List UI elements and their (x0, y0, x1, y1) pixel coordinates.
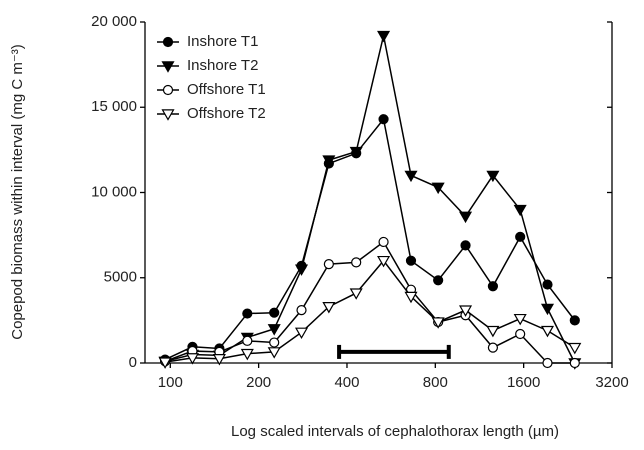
x-tick-label: 1600 (507, 374, 540, 391)
x-tick-label: 200 (246, 374, 271, 391)
data-point (542, 279, 553, 290)
data-point (296, 305, 307, 316)
data-point (267, 347, 281, 359)
data-point (542, 357, 553, 369)
series (158, 255, 582, 369)
series-line (164, 117, 576, 361)
data-point (486, 170, 500, 183)
data-point (487, 281, 499, 292)
data-point (460, 240, 471, 251)
series-line (164, 240, 575, 364)
data-point (486, 325, 500, 338)
data-point (540, 303, 555, 316)
series (159, 114, 580, 365)
range-bar (337, 344, 451, 359)
data-point (513, 313, 527, 326)
legend-marker (162, 84, 174, 96)
data-point (294, 327, 309, 340)
data-point (349, 288, 363, 300)
data-point (431, 317, 445, 329)
y-tick-label: 20 000 (91, 13, 137, 30)
x-tick-label: 100 (158, 374, 183, 391)
y-tick-label: 10 000 (91, 183, 137, 200)
data-point (377, 255, 391, 268)
data-point (515, 231, 526, 242)
series (159, 236, 580, 369)
legend-label: Offshore T2 (187, 105, 266, 122)
x-tick-label: 3200 (595, 374, 628, 391)
data-point (378, 114, 389, 125)
data-point (240, 348, 254, 361)
series-line (164, 259, 576, 363)
data-point (404, 291, 418, 304)
data-point (349, 146, 363, 159)
data-point (431, 182, 445, 195)
data-point (322, 302, 336, 314)
legend-label: Inshore T1 (187, 33, 258, 50)
data-point (322, 155, 336, 167)
y-tick-label: 0 (129, 354, 137, 371)
data-point (185, 353, 199, 365)
data-point (351, 257, 362, 268)
data-point (487, 342, 499, 353)
x-tick-label: 400 (334, 374, 359, 391)
data-point (404, 170, 418, 183)
y-tick-label: 15 000 (91, 98, 137, 115)
data-point (242, 308, 253, 319)
legend-marker (162, 36, 174, 48)
data-point (458, 305, 473, 317)
data-point (294, 264, 309, 276)
legend-marker (161, 61, 175, 73)
data-point (569, 357, 580, 369)
data-point (267, 324, 281, 336)
data-point (458, 211, 473, 224)
data-point (515, 328, 526, 340)
x-axis-label: Log scaled intervals of cephalothorax le… (231, 423, 559, 440)
data-point (405, 255, 417, 266)
y-axis-label: Copepod biomass within interval (mg C m⁻… (9, 44, 26, 340)
data-point (323, 259, 334, 270)
data-point (242, 335, 253, 346)
data-point (568, 342, 582, 355)
data-point (377, 30, 391, 43)
data-point (569, 315, 580, 326)
legend: Inshore T1 Inshore T2 Offshore T1 Offshore … (157, 33, 266, 122)
legend-marker (161, 109, 175, 121)
legend-label: Inshore T2 (187, 57, 258, 74)
data-point (513, 204, 527, 217)
data-point (158, 357, 172, 369)
data-point (212, 354, 226, 366)
data-point (269, 307, 280, 318)
legend-label: Offshore T1 (187, 81, 266, 98)
data-point (540, 325, 555, 338)
x-tick-label: 800 (423, 374, 448, 391)
data-point (378, 236, 389, 248)
data-point (269, 337, 280, 348)
data-point (433, 275, 444, 286)
y-tick-label: 5000 (104, 269, 137, 286)
